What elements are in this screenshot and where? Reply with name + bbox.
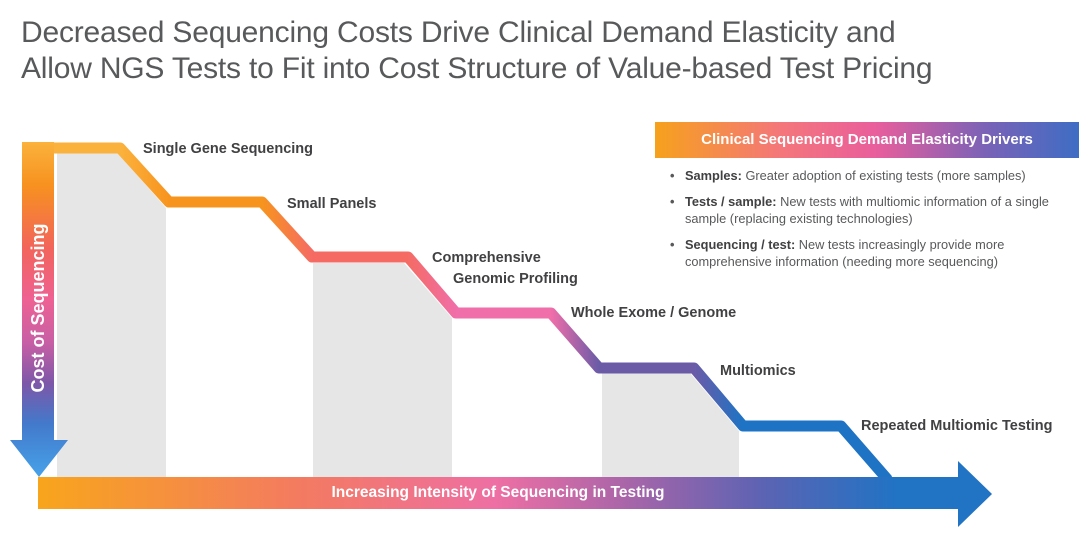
page-title-line1: Decreased Sequencing Costs Drive Clinica… (21, 16, 896, 49)
step-label-text: Small Panels (287, 196, 377, 212)
intensity-axis-arrow (38, 461, 992, 527)
drivers-panel-header: Clinical Sequencing Demand Elasticity Dr… (655, 122, 1079, 158)
cost-axis-label: Cost of Sequencing (28, 223, 48, 393)
shaded-column-genomic-profiling (313, 263, 452, 477)
driver-lead: Tests / sample: (685, 194, 777, 209)
step-label-comprehensive-genomic-profiling: Comprehensive Genomic Profiling (432, 248, 578, 290)
shaded-column-single-gene (57, 153, 166, 477)
step-label-text: Single Gene Sequencing (143, 141, 314, 157)
driver-lead: Samples: (685, 168, 742, 183)
step-label-single-gene-sequencing: Single Gene Sequencing (143, 139, 313, 160)
shaded-column-multiomics (602, 373, 739, 477)
driver-text: New tests with multiomic information of … (685, 194, 1049, 226)
driver-item-tests-per-sample: Tests / sample: New tests with multiomic… (668, 193, 1070, 227)
page-title-line2: Allow NGS Tests to Fit into Cost Structu… (21, 52, 933, 85)
step-label-text: Multiomics (720, 363, 796, 379)
step-label-repeated-multiomic-testing: Repeated Multiomic Testing (861, 416, 1052, 437)
intensity-axis-label: Increasing Intensity of Sequencing in Te… (331, 484, 665, 501)
cost-axis-arrow (10, 142, 68, 477)
step-label-small-panels: Small Panels (287, 194, 376, 215)
step-label-text-line2: Genomic Profiling (453, 271, 578, 287)
step-label-whole-exome-genome: Whole Exome / Genome (571, 303, 736, 324)
page-title: Decreased Sequencing Costs Drive Clinica… (21, 15, 933, 87)
driver-item-samples: Samples: Greater adoption of existing te… (668, 167, 1070, 184)
driver-lead: Sequencing / test: (685, 237, 796, 252)
cost-step-line (38, 142, 893, 484)
driver-item-sequencing-per-test: Sequencing / test: New tests increasingl… (668, 236, 1070, 270)
driver-text: New tests increasingly provide more comp… (685, 237, 1005, 269)
driver-text: Greater adoption of existing tests (more… (741, 168, 1026, 183)
step-label-text: Comprehensive (432, 250, 541, 266)
drivers-list: Samples: Greater adoption of existing te… (668, 167, 1070, 279)
step-label-text: Whole Exome / Genome (571, 305, 737, 321)
step-label-multiomics: Multiomics (720, 361, 796, 382)
step-label-text: Repeated Multiomic Testing (861, 418, 1053, 434)
